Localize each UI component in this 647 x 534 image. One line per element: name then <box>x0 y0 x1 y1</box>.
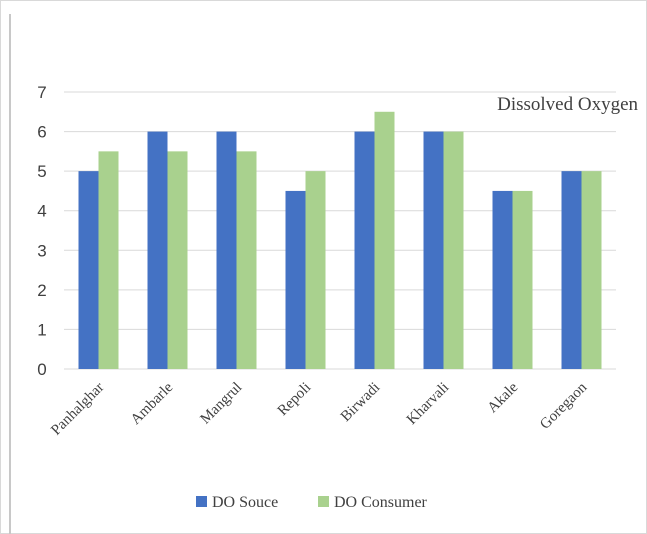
x-axis-labels: Panhalghar Ambarle Mangrul Repoli Birwadi Kha… <box>48 379 590 438</box>
bar-do-souce-akale <box>492 190 513 369</box>
bar-do-consumer-repoli <box>305 171 326 369</box>
x-category-label: Akale <box>485 379 522 416</box>
legend-swatch <box>318 496 329 507</box>
legend: DO Souce DO Consumer <box>196 494 428 511</box>
bar-do-consumer-panhalghar <box>98 151 119 369</box>
x-category-label: Kharvali <box>404 380 452 428</box>
bar-do-consumer-mangrul <box>236 151 257 369</box>
y-tick-label: 5 <box>37 162 46 181</box>
y-tick-label: 6 <box>37 123 46 142</box>
bar-do-souce-goregaon <box>561 171 582 369</box>
bar-do-souce-repoli <box>285 190 306 369</box>
x-category-label: Goregaon <box>537 379 590 432</box>
y-tick-label: 3 <box>37 241 46 260</box>
x-category-label: Repoli <box>275 380 315 420</box>
bar-do-consumer-goregaon <box>581 171 602 369</box>
bar-do-souce-kharvali <box>423 131 444 369</box>
x-category-label: Mangrul <box>197 380 245 428</box>
bars <box>78 111 602 370</box>
bar-do-souce-birwadi <box>354 131 375 369</box>
bar-do-souce-mangrul <box>216 131 237 369</box>
y-tick-label: 7 <box>37 83 46 102</box>
legend-swatch <box>196 496 207 507</box>
legend-label: DO Souce <box>212 494 278 511</box>
chart-title: Dissolved Oxygen <box>497 94 638 115</box>
x-category-label: Ambarle <box>128 379 177 428</box>
left-border-rule <box>9 14 11 534</box>
y-axis-ticks: 0 1 2 3 4 5 6 7 <box>37 83 46 379</box>
bar-do-consumer-ambarle <box>167 151 188 369</box>
bar-do-consumer-birwadi <box>374 111 395 370</box>
bar-do-consumer-kharvali <box>443 131 464 369</box>
gridlines <box>64 91 616 370</box>
legend-label: DO Consumer <box>334 494 428 511</box>
y-tick-label: 0 <box>37 360 46 379</box>
y-tick-label: 4 <box>37 202 46 221</box>
y-tick-label: 2 <box>37 281 46 300</box>
bar-do-consumer-akale <box>512 190 533 369</box>
bar-do-souce-ambarle <box>147 131 168 369</box>
x-category-label: Birwadi <box>338 380 383 425</box>
y-tick-label: 1 <box>37 320 46 339</box>
bar-do-souce-panhalghar <box>78 171 99 369</box>
x-category-label: Panhalghar <box>48 380 107 439</box>
